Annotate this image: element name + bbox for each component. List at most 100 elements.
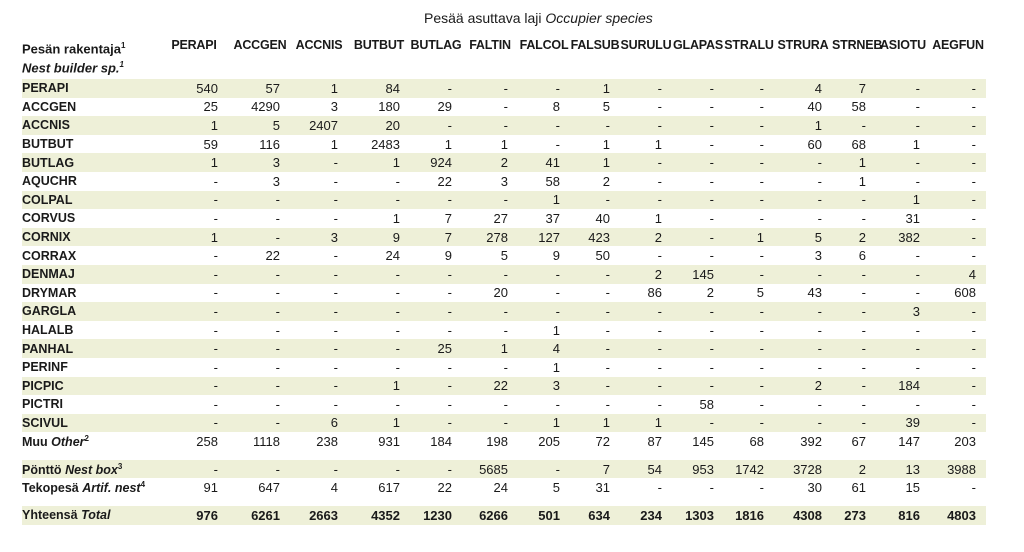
cell-stralu: - [759,248,764,264]
cell-butbut: 2483 [371,136,400,152]
table-row-colpal: COLPAL - - - - - -1- - - - - -1- [22,190,986,210]
cell-butlag: - [410,79,462,98]
cell-strura: 60 [807,136,822,152]
cell-perapi: - [213,359,218,375]
cell-strneb: - [832,413,876,433]
cell-falsub: 1 [602,136,610,152]
cell-falcol: 9 [552,248,560,264]
cell-accgen: 3 [230,153,290,172]
row-header: CORNIX [22,227,158,247]
cell-aegfun: - [971,210,976,226]
row-label: PICPIC [22,378,64,393]
cell-butbut: - [348,339,410,358]
cell-falsub: - [605,322,610,338]
row-label: DRYMAR [22,285,77,300]
nest-data-table: PERAPI 540 57 1 84- - -1- - -4 7- - ACCGEN 25 4290 3 18… [22,79,986,525]
row-header: GARGLA [22,302,158,321]
table-row-muu: Muu Other2 258 1118 238 931 184 198 205 72 87 145 6… [22,432,986,451]
table-row-corvus: CORVUS - - -1 7 27 37 40 1- - - -31- [22,209,986,228]
cell-asiotu: 184 [876,376,930,396]
cell-accgen: 5 [230,116,290,135]
cell-strura: 43 [807,285,822,301]
row-label: HALALB [22,323,74,338]
cell-butbut: 1 [348,376,410,396]
table-row-gargla: GARGLA - - - - - - - - - - - - -3- [22,302,986,321]
cell-butlag: 1 [444,136,452,152]
cell-falcol: - [555,285,560,301]
cell-perapi: - [213,248,218,264]
table-row-butlag: BUTLAG 1 3-1 924 2 41 1- - - -1- - [22,153,986,172]
cell-strura: 30 [807,480,822,496]
row-label: Pönttö [22,462,62,477]
row-label: ACCGEN [22,99,77,114]
cell-aegfun: - [971,396,976,412]
cell-falcol: 37 [545,210,560,226]
cell-surulu: - [657,322,662,338]
row-label-en: Other [51,435,85,450]
cell-strneb: 1 [832,153,876,172]
footnote-marker: 4 [140,480,146,490]
cell-strura: - [817,322,822,338]
cell-faltin: - [462,264,518,284]
cell-falsub: - [570,302,620,321]
cell-surulu: - [657,480,662,496]
row-label: GARGLA [22,304,77,319]
cell-strura: - [817,359,822,375]
cell-glapas: - [709,322,714,338]
row-label: Tekopesä [22,481,79,496]
cell-stralu: - [759,210,764,226]
cell-asiotu: 1 [912,136,920,152]
builder-title-note: 1 [121,41,126,50]
cell-glapas: - [709,359,714,375]
cell-strneb: 273 [832,506,876,525]
cell-accgen: 647 [258,480,280,496]
row-label-en: Total [81,508,111,523]
cell-aegfun: - [930,339,986,358]
cell-perapi: - [213,322,218,338]
cell-aegfun: - [971,173,976,189]
cell-asiotu: 13 [876,459,930,479]
cell-accnis: - [333,322,338,338]
cell-accgen: - [230,264,290,284]
cell-butbut: 617 [378,480,400,496]
cell-strneb: - [861,210,866,226]
cell-asiotu: 15 [905,480,920,496]
cell-butlag: - [410,376,462,396]
row-label: CORVUS [22,211,76,226]
cell-butlag: 1230 [410,506,462,525]
cell-falcol: 1 [552,322,560,338]
cell-falcol: - [555,396,560,412]
cell-butbut: 9 [348,227,410,247]
cell-accnis: - [290,459,348,479]
cell-butbut: 1 [348,153,410,172]
cell-surulu: - [620,302,672,321]
cell-strura: - [774,264,832,284]
cell-surulu: - [657,248,662,264]
cell-butbut: 180 [378,99,400,115]
table-row-pictri: PICTRI - - - - - - - - - 58 - - - - - [22,395,986,414]
cell-faltin: 2 [462,153,518,172]
column-header-stralu: STRALU [724,38,774,52]
cell-asiotu: - [915,396,920,412]
cell-butlag: - [410,190,462,210]
cell-accnis: 238 [316,434,338,450]
row-label: BUTLAG [22,155,75,170]
cell-falsub: - [570,116,620,135]
cell-faltin: - [462,413,518,433]
cell-falsub: 1 [570,413,620,433]
cell-stralu: - [759,99,764,115]
cell-stralu: - [724,339,774,358]
cell-perapi: - [213,173,218,189]
cell-accgen: - [230,190,290,210]
cell-asiotu: 816 [876,506,930,525]
cell-butlag: 29 [437,99,452,115]
cell-asiotu: - [915,99,920,115]
cell-aegfun: - [930,116,986,135]
row-label: CORNIX [22,230,71,245]
cell-faltin: 22 [462,376,518,396]
cell-falcol: 205 [538,434,560,450]
cell-strura: - [774,413,832,433]
cell-surulu: - [657,396,662,412]
cell-strura: - [774,339,832,358]
row-label: PANHAL [22,341,74,356]
